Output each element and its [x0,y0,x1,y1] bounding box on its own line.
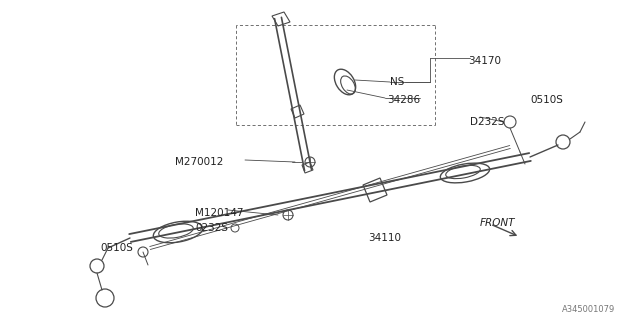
Text: D232S: D232S [470,117,504,127]
Text: M120147: M120147 [195,208,243,218]
Text: 34170: 34170 [468,56,501,66]
Text: FRONT: FRONT [480,218,515,228]
Text: A345001079: A345001079 [562,306,615,315]
Text: 0510S: 0510S [530,95,563,105]
Text: 34110: 34110 [368,233,401,243]
Text: M270012: M270012 [175,157,223,167]
Text: 0510S: 0510S [100,243,133,253]
Text: 0232S: 0232S [195,223,228,233]
Text: NS: NS [390,77,404,87]
Text: 34286: 34286 [387,95,420,105]
